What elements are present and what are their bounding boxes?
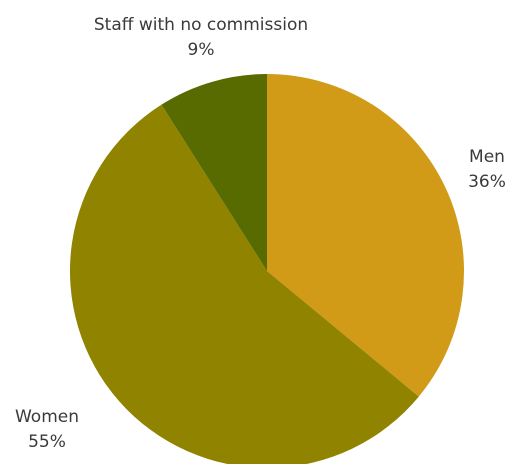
slice-label-staff-with-no-commission: Staff with no commission <box>94 15 308 35</box>
pie-slice-women <box>70 104 419 468</box>
slice-label-women: Women <box>15 407 79 427</box>
slice-label-men: Men <box>469 147 505 167</box>
pie-slice-men <box>267 74 464 397</box>
slice-percent-women: 55% <box>28 432 66 452</box>
pie-slice-staff-with-no-commission <box>161 74 267 271</box>
pie-labels: Men 36% Women 55% Staff with no commission 9% <box>15 15 506 452</box>
slice-percent-staff-with-no-commission: 9% <box>188 40 215 60</box>
pie-slices <box>70 74 464 468</box>
slice-percent-men: 36% <box>468 172 506 192</box>
